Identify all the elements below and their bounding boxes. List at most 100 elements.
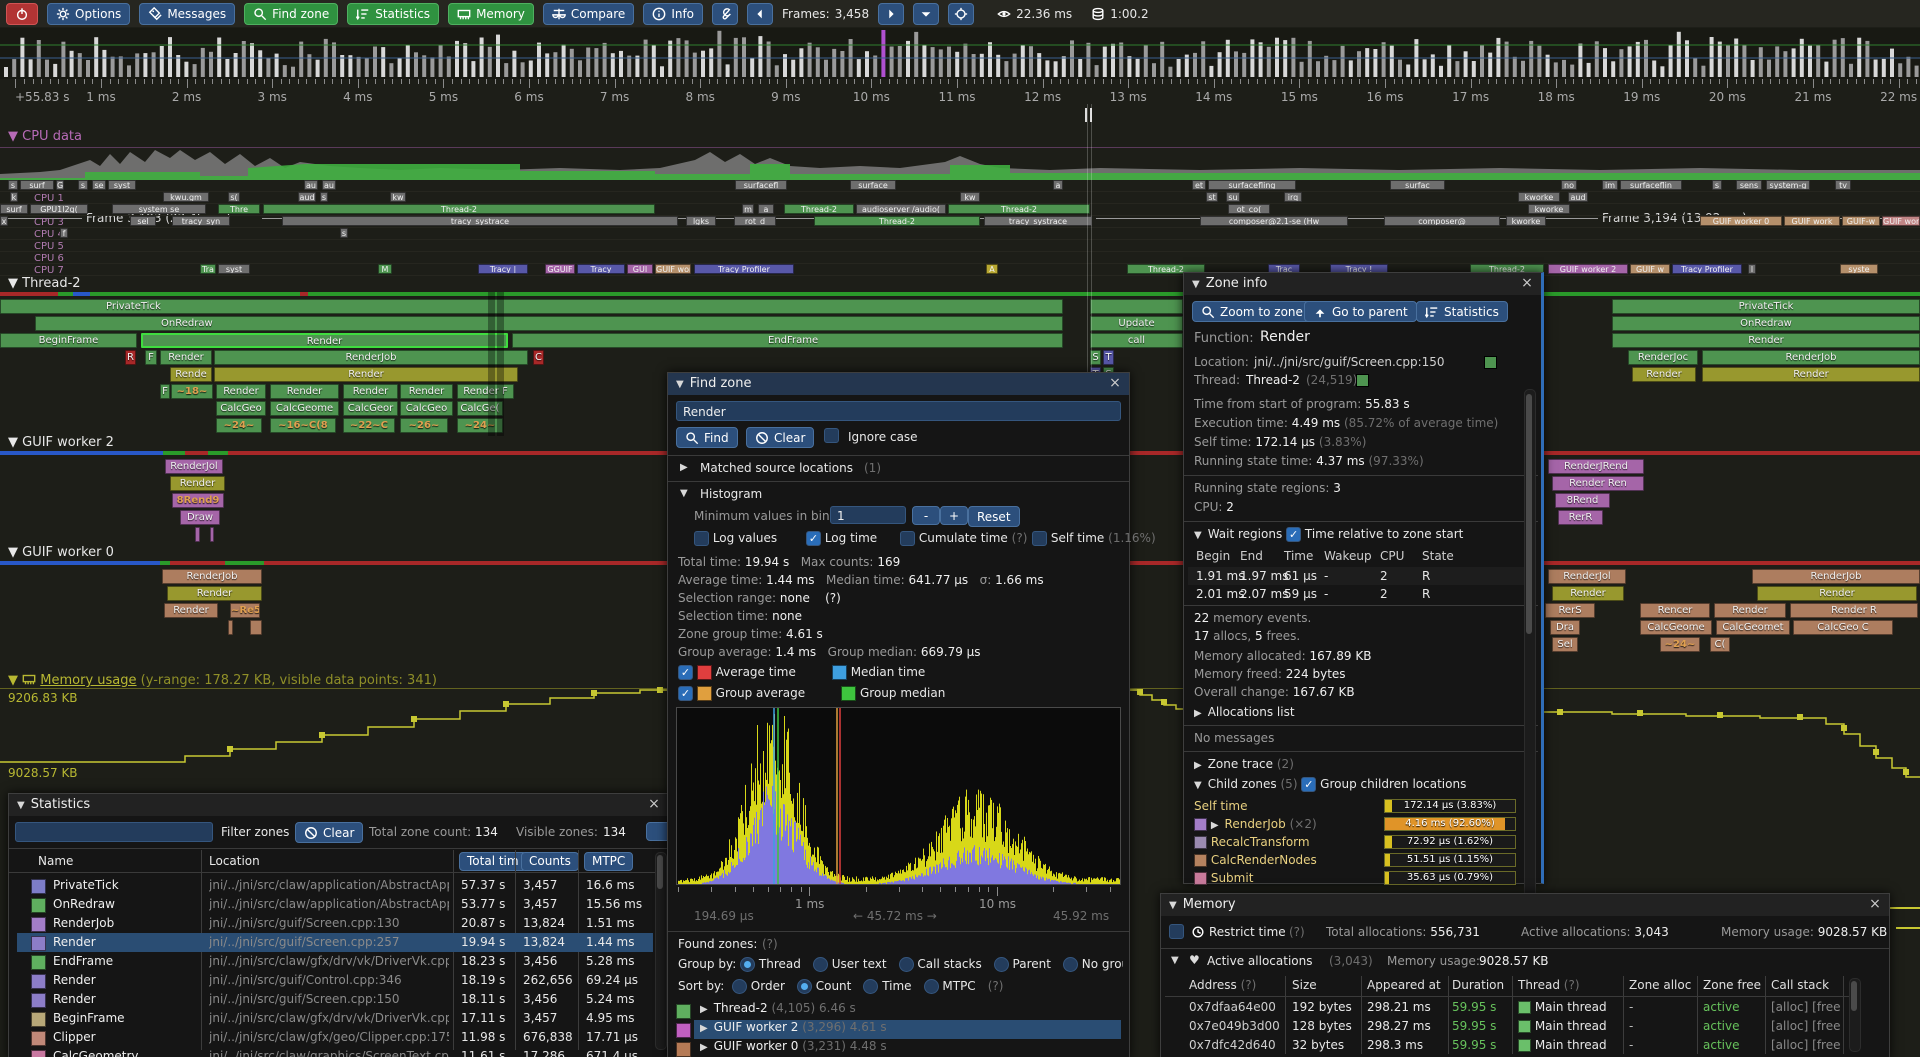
- cpu-chip[interactable]: s: [340, 228, 348, 238]
- cpu-chip[interactable]: surface: [850, 180, 896, 190]
- cpu-chip[interactable]: se: [92, 180, 106, 190]
- cpu-chip[interactable]: sel: [130, 216, 156, 226]
- timeline-zone[interactable]: RenderJRend: [1548, 459, 1644, 474]
- cpu-chip[interactable]: kworke: [1518, 192, 1560, 202]
- timeline-zone[interactable]: CalcGeo: [216, 401, 266, 416]
- timeline-zone[interactable]: Render: [270, 384, 339, 399]
- cpu-data-header[interactable]: ▼ CPU data: [8, 129, 82, 144]
- cpu-chip[interactable]: s(: [228, 192, 240, 202]
- sort-by-radio[interactable]: [863, 979, 879, 994]
- statistics-button[interactable]: Statistics: [1416, 301, 1508, 322]
- go-to-parent-button[interactable]: Go to parent: [1304, 301, 1417, 322]
- cpu-chip[interactable]: kworke: [1506, 216, 1546, 226]
- cpu-chip[interactable]: surfac: [1390, 180, 1445, 190]
- cpu-chip[interactable]: M: [378, 264, 392, 274]
- thread-header[interactable]: ▼ GUIF worker 0: [8, 545, 114, 560]
- table-row[interactable]: Render jni/../jni/src/guif/Screen.cpp:257…: [17, 933, 653, 952]
- cpu-chip[interactable]: et: [1192, 180, 1206, 190]
- timeline-zone[interactable]: RenderJol: [165, 459, 223, 474]
- child-zone-row[interactable]: ▶ RenderJob (×2): [1194, 817, 1530, 834]
- close-icon[interactable]: ×: [648, 796, 660, 812]
- timeline-zone[interactable]: OnRedraw: [1612, 316, 1920, 331]
- cpu-chip[interactable]: Thre: [218, 204, 260, 214]
- memory-button[interactable]: Memory: [448, 2, 534, 25]
- timeline-zone[interactable]: RenderJob: [1702, 350, 1920, 365]
- checkbox[interactable]: [694, 531, 709, 546]
- cpu-chip[interactable]: GPU1l2g(: [30, 204, 88, 214]
- min-bin-decrease-button[interactable]: -: [912, 506, 940, 525]
- cpu-chip[interactable]: tracy_syn: [172, 216, 230, 226]
- timeline-zone[interactable]: [195, 527, 200, 542]
- clear-button[interactable]: Clear: [746, 427, 815, 448]
- timeline-zone[interactable]: CalcGeor: [343, 401, 398, 416]
- timeline-zone[interactable]: CalcGeomet: [1716, 620, 1790, 635]
- timeline-zone[interactable]: Render Ren: [1552, 476, 1644, 491]
- timeline-zone[interactable]: T: [1103, 350, 1114, 365]
- restrict-time-checkbox[interactable]: [1169, 924, 1184, 939]
- timeline-zone[interactable]: [1090, 299, 1183, 314]
- cpu-chip[interactable]: s: [320, 192, 328, 202]
- wait-column-header[interactable]: Begin: [1196, 549, 1231, 563]
- timeline-zone[interactable]: Render: [1757, 586, 1917, 601]
- cpu-chip[interactable]: a: [1053, 180, 1063, 190]
- restrict-time-help[interactable]: (?): [1289, 925, 1305, 939]
- timeline-zone[interactable]: 8Rend: [1555, 493, 1610, 508]
- cpu-chip[interactable]: aud: [298, 192, 316, 202]
- cpu-chip[interactable]: tracy_systrace: [282, 216, 678, 226]
- child-zone-row[interactable]: Self time: [1194, 799, 1248, 813]
- collapse-triangle-icon[interactable]: ▼: [676, 379, 684, 390]
- sort-by-radio[interactable]: [731, 979, 747, 994]
- timeline-zone[interactable]: Render: [216, 384, 266, 399]
- timeline-zone[interactable]: C(: [1710, 637, 1730, 652]
- wait-column-header[interactable]: Time: [1284, 549, 1314, 563]
- timeline-zone[interactable]: ~24~: [216, 418, 262, 433]
- search-input[interactable]: Render: [676, 401, 1121, 421]
- cpu-chip[interactable]: su: [1226, 192, 1240, 202]
- cpu-chip[interactable]: no: [1561, 180, 1577, 190]
- timeline-zone[interactable]: Draw: [180, 510, 220, 525]
- cpu-chip[interactable]: composer@: [1384, 216, 1500, 226]
- timeline-zone[interactable]: Render: [1632, 367, 1696, 382]
- cpu-chip[interactable]: surf: [20, 180, 54, 190]
- cpu-chip[interactable]: GUIF work: [1784, 216, 1840, 226]
- cpu-chip[interactable]: lgks: [686, 216, 716, 226]
- timeline-zone[interactable]: Render: [170, 476, 225, 491]
- timeline-zone[interactable]: CalcGeome: [1640, 620, 1712, 635]
- cpu-chip[interactable]: f: [60, 228, 68, 238]
- timeline-zone[interactable]: PrivateTick: [0, 299, 1063, 314]
- close-icon[interactable]: ×: [1521, 275, 1533, 291]
- expand-triangle-icon[interactable]: ▶: [1210, 820, 1219, 831]
- cpu-chip[interactable]: tv: [1835, 180, 1851, 190]
- child-zones-header[interactable]: ▼ Child zones (5) ✓ Group children locati…: [1194, 777, 1467, 792]
- alloc-call-stack[interactable]: [alloc] [free: [1771, 1019, 1841, 1033]
- cpu-chip[interactable]: GUIF worker 2: [1548, 264, 1628, 274]
- cpu-chip[interactable]: ot_co(: [1228, 204, 1270, 214]
- table-row[interactable]: Render jni/../jni/src/guif/Screen.cpp:150…: [17, 990, 653, 1009]
- expand-triangle-icon[interactable]: ▶: [680, 462, 688, 473]
- table-row[interactable]: Clipper jni/../jni/src/claw/gfx/geo/Clipp…: [17, 1028, 653, 1047]
- legend-checkbox[interactable]: ✓: [678, 686, 693, 701]
- cpu-chip[interactable]: GUIF wor: [655, 264, 691, 274]
- thread-value[interactable]: Thread-2: [1246, 373, 1300, 387]
- wait-regions-header[interactable]: ▼ Wait regions ✓ Time relative to zone st…: [1194, 527, 1464, 542]
- timeline-zone[interactable]: Render: [167, 586, 262, 601]
- table-row[interactable]: BeginFrame jni/../jni/src/claw/gfx/drv/vk…: [17, 1009, 653, 1028]
- timeline-zone[interactable]: BeginFrame: [0, 333, 137, 348]
- timeline-zone[interactable]: ~Re5: [230, 603, 260, 618]
- cpu-chip[interactable]: surf: [0, 204, 28, 214]
- cpu-chip[interactable]: kwu.gm: [163, 192, 209, 202]
- cpu-chip[interactable]: audioserver /audio(: [856, 204, 946, 214]
- zone-info-title-bar[interactable]: ▼ Zone info: [1184, 273, 1541, 295]
- zone-trace-header[interactable]: ▶ Zone trace (2): [1194, 757, 1294, 771]
- timeline-zone[interactable]: Render R: [1790, 603, 1918, 618]
- find-zone-title-bar[interactable]: ▼ Find zone: [668, 373, 1129, 395]
- close-icon[interactable]: ×: [1109, 375, 1121, 391]
- min-bin-input[interactable]: 1: [830, 506, 906, 524]
- column-header-name[interactable]: Name: [38, 854, 74, 868]
- timeline-zone[interactable]: Rencer: [1640, 603, 1710, 618]
- column-header-sort[interactable]: Total tim: [459, 852, 527, 871]
- cpu-chip[interactable]: rot_d: [734, 216, 776, 226]
- location-value[interactable]: jni/../jni/src/guif/Screen.cpp:150: [1254, 355, 1445, 369]
- cpu-chip[interactable]: surfacefl: [735, 180, 787, 190]
- timeline-zone[interactable]: Render: [1714, 603, 1786, 618]
